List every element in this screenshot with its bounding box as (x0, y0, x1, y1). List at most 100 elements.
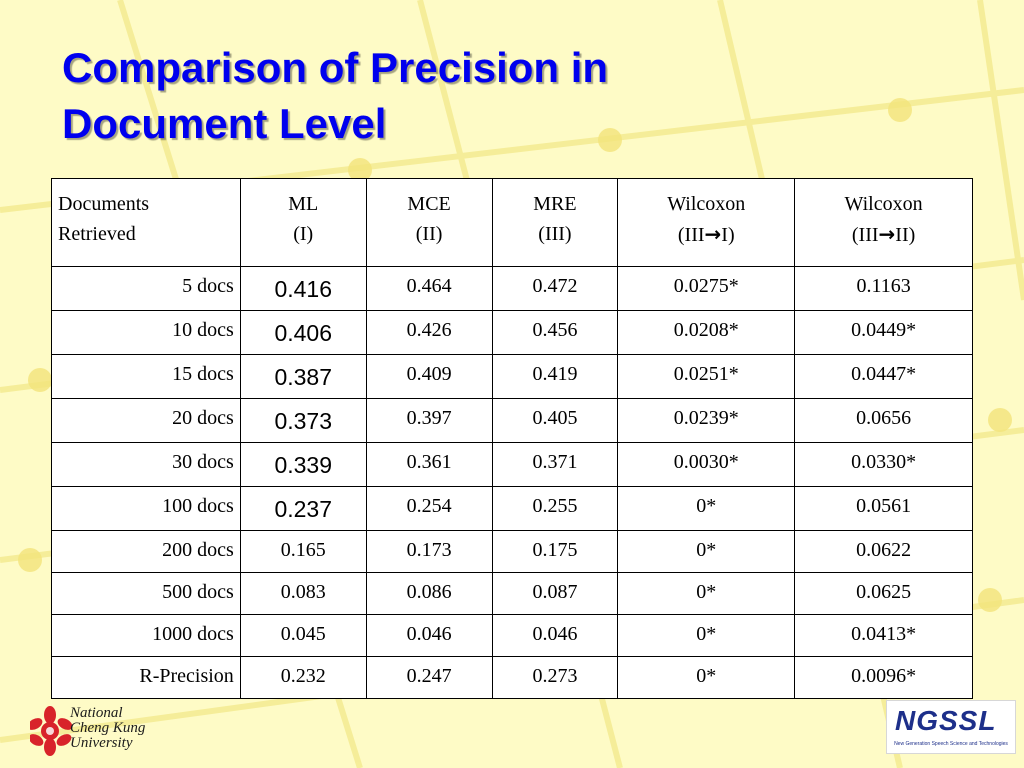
ml-cell: 0.339 (239, 442, 367, 487)
ncku-emblem-icon (30, 706, 73, 756)
ml-cell: 0.387 (239, 354, 367, 399)
ngssl-subtitle: New Generation Speech Science and Techno… (894, 741, 1008, 747)
table-row: 20 docs 0.373 0.397 0.405 0.0239* 0.0656 (51, 398, 973, 443)
ml-cell: 0.237 (239, 486, 367, 531)
header-line-1: Wilcoxon (844, 193, 923, 215)
table-row: 1000 docs 0.045 0.046 0.046 0* 0.0413* (51, 614, 973, 657)
header-line-1: MRE (533, 193, 577, 215)
header-line-2-end: II) (895, 224, 916, 246)
column-header-documents-retrieved: Documents Retrieved (51, 178, 241, 267)
wilcoxon-iii-i-cell: 0* (617, 530, 796, 573)
ml-cell: 0.083 (239, 572, 367, 615)
row-label: 200 docs (51, 530, 241, 573)
wilcoxon-iii-ii-cell: 0.0561 (794, 486, 973, 531)
ml-cell: 0.416 (239, 266, 367, 311)
table-row: 100 docs 0.237 0.254 0.255 0* 0.0561 (51, 486, 973, 531)
mce-cell: 0.409 (365, 354, 493, 399)
mce-cell: 0.173 (365, 530, 493, 573)
title-line-1: Comparison of Precision in (62, 44, 609, 91)
header-line-2-start: (III (677, 224, 705, 246)
wilcoxon-iii-ii-cell: 0.1163 (794, 266, 973, 311)
mre-cell: 0.419 (491, 354, 619, 399)
header-line-2: (I) (293, 223, 314, 245)
mre-cell: 0.405 (491, 398, 619, 443)
row-label: 30 docs (51, 442, 241, 487)
mre-cell: 0.371 (491, 442, 619, 487)
mre-cell: 0.456 (491, 310, 619, 355)
ml-cell: 0.045 (239, 614, 367, 657)
right-arrow-icon: → (878, 222, 896, 246)
title-line-2: Document Level (62, 100, 387, 147)
column-header-mce: MCE (II) (365, 178, 493, 267)
ngssl-mark: NGSSL (895, 705, 997, 736)
wilcoxon-iii-i-cell: 0* (617, 614, 796, 657)
ml-cell: 0.165 (239, 530, 367, 573)
row-label: R-Precision (51, 656, 241, 699)
table-header-row: Documents Retrieved ML (I) MCE (II) MRE … (51, 178, 973, 267)
mce-cell: 0.397 (365, 398, 493, 443)
header-line-2: (II) (415, 223, 443, 245)
mre-cell: 0.255 (491, 486, 619, 531)
wilcoxon-iii-ii-cell: 0.0413* (794, 614, 973, 657)
header-line-1: Wilcoxon (667, 193, 746, 215)
mce-cell: 0.361 (365, 442, 493, 487)
wilcoxon-iii-i-cell: 0* (617, 656, 796, 699)
wilcoxon-iii-i-cell: 0.0030* (617, 442, 796, 487)
ncku-line-3: University (70, 735, 133, 751)
mre-cell: 0.175 (491, 530, 619, 573)
table-row: 200 docs 0.165 0.173 0.175 0* 0.0622 (51, 530, 973, 573)
mre-cell: 0.273 (491, 656, 619, 699)
table-row: 15 docs 0.387 0.409 0.419 0.0251* 0.0447… (51, 354, 973, 399)
wilcoxon-iii-ii-cell: 0.0656 (794, 398, 973, 443)
ngssl-logo: NGSSL New Generation Speech Science and … (886, 700, 1016, 754)
table-row: 30 docs 0.339 0.361 0.371 0.0030* 0.0330… (51, 442, 973, 487)
mce-cell: 0.426 (365, 310, 493, 355)
ml-cell: 0.232 (239, 656, 367, 699)
column-header-wilcoxon-iii-ii: Wilcoxon (III→II) (794, 178, 973, 267)
table-row: 10 docs 0.406 0.426 0.456 0.0208* 0.0449… (51, 310, 973, 355)
wilcoxon-iii-ii-cell: 0.0096* (794, 656, 973, 699)
row-label: 500 docs (51, 572, 241, 615)
row-label: 100 docs (51, 486, 241, 531)
ncku-wordmark: National Cheng Kung University (70, 706, 145, 751)
mce-cell: 0.464 (365, 266, 493, 311)
row-label: 20 docs (51, 398, 241, 443)
header-line-1: MCE (407, 193, 451, 215)
row-label: 1000 docs (51, 614, 241, 657)
column-header-ml: ML (I) (239, 178, 367, 267)
wilcoxon-iii-i-cell: 0* (617, 486, 796, 531)
table-row: R-Precision 0.232 0.247 0.273 0* 0.0096* (51, 656, 973, 699)
wilcoxon-iii-i-cell: 0.0275* (617, 266, 796, 311)
wilcoxon-iii-ii-cell: 0.0622 (794, 530, 973, 573)
table-row: 500 docs 0.083 0.086 0.087 0* 0.0625 (51, 572, 973, 615)
wilcoxon-iii-i-cell: 0.0239* (617, 398, 796, 443)
wilcoxon-iii-i-cell: 0* (617, 572, 796, 615)
ml-cell: 0.373 (239, 398, 367, 443)
wilcoxon-iii-ii-cell: 0.0330* (794, 442, 973, 487)
wilcoxon-iii-ii-cell: 0.0447* (794, 354, 973, 399)
mce-cell: 0.086 (365, 572, 493, 615)
wilcoxon-iii-i-cell: 0.0208* (617, 310, 796, 355)
row-label: 10 docs (51, 310, 241, 355)
header-line-2: Retrieved (58, 223, 136, 245)
ncku-line-2: Cheng Kung (70, 720, 146, 736)
column-header-mre: MRE (III) (491, 178, 619, 267)
header-line-1: ML (288, 193, 319, 215)
mce-cell: 0.247 (365, 656, 493, 699)
ncku-line-1: National (70, 705, 123, 721)
column-header-wilcoxon-iii-i: Wilcoxon (III→I) (617, 178, 796, 267)
wilcoxon-iii-ii-cell: 0.0625 (794, 572, 973, 615)
header-line-2-start: (III (851, 224, 879, 246)
row-label: 15 docs (51, 354, 241, 399)
mre-cell: 0.046 (491, 614, 619, 657)
ml-cell: 0.406 (239, 310, 367, 355)
wilcoxon-iii-ii-cell: 0.0449* (794, 310, 973, 355)
wilcoxon-iii-i-cell: 0.0251* (617, 354, 796, 399)
header-line-2-end: I) (721, 224, 735, 246)
header-line-2: (III) (538, 223, 572, 245)
mre-cell: 0.087 (491, 572, 619, 615)
right-arrow-icon: → (704, 222, 722, 246)
table-row: 5 docs 0.416 0.464 0.472 0.0275* 0.1163 (51, 266, 973, 311)
mre-cell: 0.472 (491, 266, 619, 311)
header-line-1: Documents (58, 193, 150, 215)
